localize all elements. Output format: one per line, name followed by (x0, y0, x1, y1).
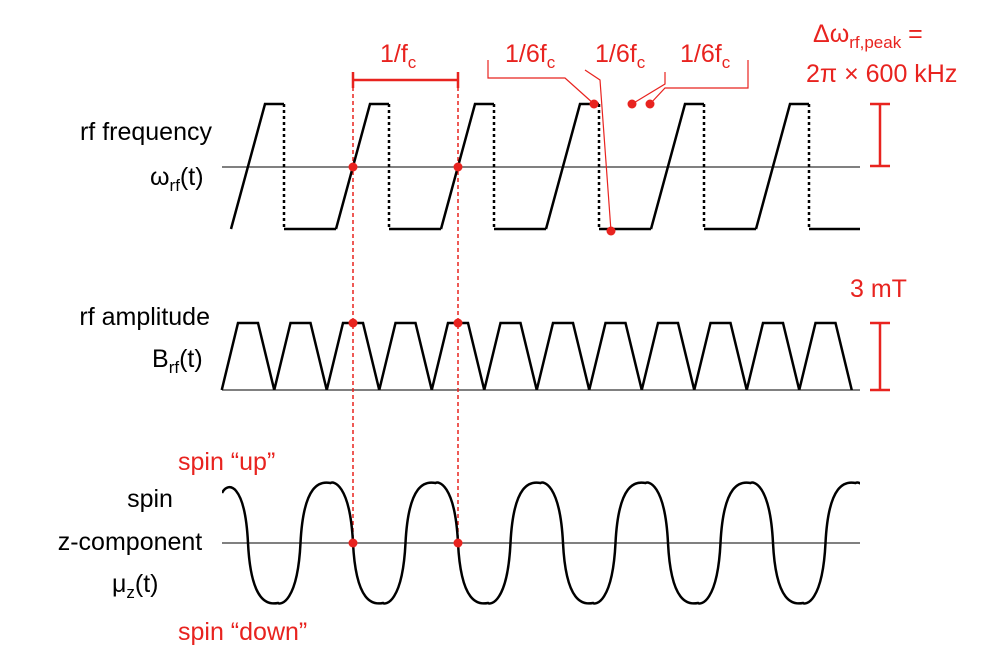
row-title: spin (127, 485, 173, 513)
row-symbol: Brf(t) (152, 345, 203, 377)
sixth-pointer (631, 60, 749, 105)
waveform (282, 104, 811, 229)
frequency-peak-value: 2π × 600 kHz (806, 60, 957, 88)
dot (606, 226, 616, 236)
sixth-pointer (584, 69, 612, 232)
scale-bar (870, 102, 890, 168)
row-title: rf frequency (80, 118, 213, 146)
row-title: z-component (58, 528, 203, 556)
waveform (220, 321, 853, 391)
row-title: rf amplitude (79, 303, 210, 331)
spin-down-label: spin “down” (178, 618, 307, 646)
dot (348, 162, 358, 172)
waveform (222, 481, 860, 605)
row-symbol: ωrf(t) (150, 163, 204, 195)
spin-up-label: spin “up” (178, 448, 275, 476)
period-label: 1/fc (380, 40, 417, 72)
sixth-label: 1/6fc (680, 40, 731, 72)
dot (348, 538, 358, 548)
dot (627, 99, 637, 109)
scale-bar (870, 321, 890, 392)
frequency-peak: Δωrf,peak = (813, 20, 923, 52)
period-bracket (351, 72, 460, 88)
dot (453, 318, 463, 328)
dot (453, 162, 463, 172)
row-symbol: μz(t) (112, 570, 159, 602)
dot (348, 318, 358, 328)
amplitude-peak: 3 mT (850, 275, 907, 303)
sixth-label: 1/6fc (595, 40, 646, 72)
sixth-label: 1/6fc (505, 40, 556, 72)
dot (453, 538, 463, 548)
waveform (229, 102, 860, 231)
dot (645, 99, 655, 109)
sixth-pointer (487, 60, 595, 105)
dot (589, 99, 599, 109)
markers (348, 99, 655, 548)
